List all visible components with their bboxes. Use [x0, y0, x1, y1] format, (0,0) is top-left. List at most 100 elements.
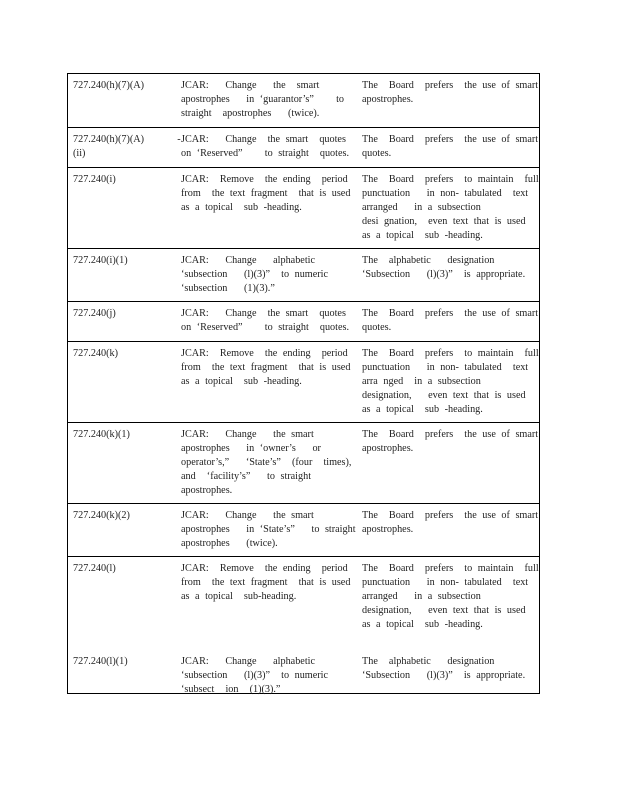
table-row: 727.240(l) JCAR: Remove the ending period… — [68, 557, 539, 650]
change-cell: JCAR: Change alphabetic ‘subsection (l)(3… — [181, 655, 351, 697]
section-cell: 727.240(h)(7)(A) — [73, 79, 144, 93]
cell-line: punctuation in non- tabulated text — [362, 362, 529, 373]
cell-line: as a topical sub-heading. — [181, 591, 297, 602]
change-cell: JCAR: Change alphabetic ‘subsection (l)(3… — [181, 254, 351, 296]
cell-line: 727.240(h)(7)(A) — [73, 80, 145, 91]
table-row: 727.240(j) JCAR: Change the smart quotes o… — [68, 302, 539, 342]
cell-line: JCAR: Remove the ending period — [181, 348, 348, 359]
cell-line: 727.240(h)(7)(A) - — [73, 134, 181, 145]
change-cell: JCAR: Change the smart quotes on ‘Reserve… — [181, 307, 351, 335]
section-cell: 727.240(i) — [73, 173, 116, 187]
cell-line: arra nged in a subsection — [362, 376, 481, 387]
response-cell: The Board prefers the use of smart apostr… — [362, 79, 539, 107]
cell-line: punctuation in non- tabulated text — [362, 188, 529, 199]
cell-line: The Board prefers the use of smart — [362, 429, 539, 440]
cell-line: on ‘Reserved” to straight quotes. — [181, 322, 350, 333]
response-cell: The Board prefers the use of smart quotes… — [362, 307, 539, 335]
cell-line: 727.240(k)(1) — [73, 429, 130, 440]
table-row: 727.240(i)(1) JCAR: Change alphabetic ‘sub… — [68, 249, 539, 302]
cell-line: arranged in a subsection — [362, 202, 481, 213]
cell-line: apostrophes. — [362, 524, 414, 535]
cell-line: from the text fragment that is used — [181, 577, 351, 588]
cell-line: JCAR: Change the smart — [181, 429, 314, 440]
cell-line: as a topical sub -heading. — [362, 619, 483, 630]
table-row: 727.240(k) JCAR: Remove the ending period… — [68, 342, 539, 423]
change-cell: JCAR: Change the smart quotes on ‘Reserve… — [181, 133, 351, 161]
cell-line: ‘subsect ion (1)(3).” — [181, 684, 281, 695]
response-cell: The Board prefers to maintain full punctu… — [362, 173, 539, 243]
response-cell: The Board prefers the use of smart apostr… — [362, 428, 539, 456]
cell-line: as a topical sub -heading. — [181, 202, 302, 213]
cell-line: arranged in a subsection — [362, 591, 481, 602]
cell-line: apostrophes in ‘State’s” to straight — [181, 524, 356, 535]
table-row: 727.240(h)(7)(A) JCAR: Change the smart ap… — [68, 74, 539, 128]
cell-line: The Board prefers to maintain full — [362, 348, 539, 359]
cell-line: The alphabetic designation — [362, 255, 495, 266]
cell-line: JCAR: Change alphabetic — [181, 656, 316, 667]
cell-line: ‘subsection (l)(3)” to numeric — [181, 269, 329, 280]
section-cell: 727.240(l)(1) — [73, 655, 128, 669]
cell-line: JCAR: Change the smart quotes — [181, 308, 346, 319]
cell-line: apostrophes. — [181, 485, 233, 496]
section-cell: 727.240(j) — [73, 307, 116, 321]
cell-line: The Board prefers the use of smart — [362, 134, 539, 145]
cell-line: apostrophes in ‘owner’s or — [181, 443, 321, 454]
cell-line: The Board prefers the use of smart — [362, 510, 539, 521]
cell-line: as a topical sub -heading. — [362, 230, 483, 241]
cell-line: The alphabetic designation — [362, 656, 495, 667]
cell-line: and ‘facility’s” to straight — [181, 471, 312, 482]
cell-line: apostrophes (twice). — [181, 538, 278, 549]
cell-line: punctuation in non- tabulated text — [362, 577, 529, 588]
cell-line: quotes. — [362, 322, 392, 333]
table-row: 727.240(k)(1) JCAR: Change the smart apost… — [68, 423, 539, 504]
cell-line: quotes. — [362, 148, 392, 159]
cell-line: JCAR: Change the smart quotes — [181, 134, 346, 145]
cell-line: 727.240(j) — [73, 308, 116, 319]
table-row: 727.240(l)(1) JCAR: Change alphabetic ‘sub… — [68, 650, 539, 697]
cell-line: designation, even text that is used — [362, 605, 526, 616]
cell-line: JCAR: Remove the ending period — [181, 174, 348, 185]
cell-line: The Board prefers to maintain full — [362, 563, 539, 574]
cell-line: as a topical sub -heading. — [362, 404, 483, 415]
cell-line: JCAR: Remove the ending period — [181, 563, 348, 574]
response-cell: The alphabetic designation ‘Subsection (l… — [362, 254, 526, 282]
cell-line: ‘subsection (l)(3)” to numeric — [181, 670, 329, 681]
cell-line: apostrophes. — [362, 443, 414, 454]
cell-line: desi gnation, even text that is used — [362, 216, 526, 227]
response-cell: The Board prefers the use of smart apostr… — [362, 509, 539, 537]
table-row: 727.240(k)(2) JCAR: Change the smart apost… — [68, 504, 539, 557]
section-cell: 727.240(k)(2) — [73, 509, 130, 523]
cell-line: The Board prefers to maintain full — [362, 174, 539, 185]
response-cell: The Board prefers the use of smart quotes… — [362, 133, 539, 161]
cell-line: 727.240(k) — [73, 348, 118, 359]
section-cell: 727.240(k) — [73, 347, 118, 361]
cell-line: straight apostrophes (twice). — [181, 108, 320, 119]
change-cell: JCAR: Remove the ending period from the t… — [181, 562, 351, 604]
cell-line: 727.240(l)(1) — [73, 656, 128, 667]
cell-line: ‘Subsection (l)(3)” is appropriate. — [362, 269, 526, 280]
change-cell: JCAR: Remove the ending period from the t… — [181, 347, 351, 389]
response-cell: The Board prefers to maintain full punctu… — [362, 347, 539, 417]
cell-line: The Board prefers the use of smart — [362, 80, 539, 91]
section-cell: 727.240(l) — [73, 562, 116, 576]
cell-line: apostrophes in ‘guarantor’s” to — [181, 94, 345, 105]
cell-line: on ‘Reserved” to straight quotes. — [181, 148, 350, 159]
change-cell: JCAR: Change the smart apostrophes in ‘ow… — [181, 428, 351, 498]
cell-line: operator’s,” ‘State’s” (four times), — [181, 457, 352, 468]
cell-line: JCAR: Change the smart — [181, 80, 320, 91]
change-cell: JCAR: Change the smart apostrophes in ‘gu… — [181, 79, 351, 121]
cell-line: apostrophes. — [362, 94, 414, 105]
cell-line: ‘subsection (1)(3).” — [181, 283, 275, 294]
cell-line: 727.240(i)(1) — [73, 255, 128, 266]
cell-line: JCAR: Change alphabetic — [181, 255, 316, 266]
change-cell: JCAR: Remove the ending period from the t… — [181, 173, 351, 215]
section-cell: 727.240(k)(1) — [73, 428, 130, 442]
cell-line: from the text fragment that is used — [181, 362, 351, 373]
cell-line: 727.240(l) — [73, 563, 116, 574]
cell-line: The Board prefers the use of smart — [362, 308, 539, 319]
table-row: 727.240(i) JCAR: Remove the ending period… — [68, 168, 539, 249]
section-cell: 727.240(i)(1) — [73, 254, 128, 268]
comments-table: 727.240(h)(7)(A) JCAR: Change the smart ap… — [67, 73, 540, 697]
response-cell: The alphabetic designation ‘Subsection (l… — [362, 655, 526, 683]
cell-line: from the text fragment that is used — [181, 188, 351, 199]
